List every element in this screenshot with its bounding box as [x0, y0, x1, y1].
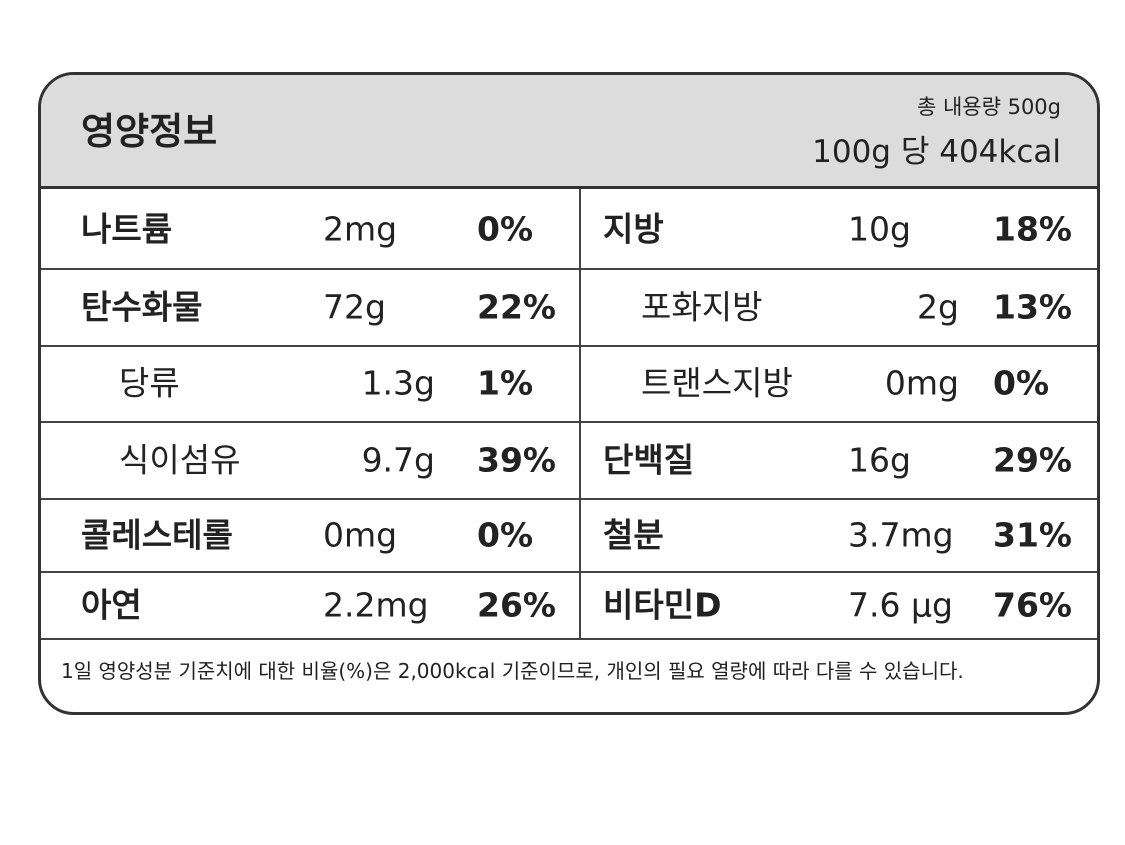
- percent: 31%: [993, 515, 1072, 554]
- nutrient-name: 탄수화물: [81, 287, 203, 326]
- total-content: 총 내용량 500g: [916, 95, 1061, 119]
- amount: 2.2mg: [323, 585, 429, 624]
- nutrient-name: 당류: [119, 363, 180, 403]
- amount: 2mg: [323, 209, 398, 248]
- table-row: 식이섬유 9.7g 39% 단백질 16g 29%: [41, 421, 1097, 500]
- nutrient-name: 아연: [81, 585, 142, 624]
- percent: 29%: [993, 440, 1072, 479]
- footnote: 1일 영양성분 기준치에 대한 비율(%)은 2,000kcal 기준이므로, …: [61, 659, 964, 683]
- nutrition-label: 영양정보 총 내용량 500g 100g 당 404kcal 나트륨 2mg 0% 지…: [38, 72, 1100, 715]
- percent: 13%: [993, 287, 1072, 326]
- table-row: 탄수화물 72g 22% 포화지방 2g 13%: [41, 268, 1097, 347]
- amount: 9.7g: [361, 440, 435, 479]
- nutrient-name: 나트륨: [81, 209, 173, 248]
- percent: 0%: [993, 363, 1050, 403]
- amount: 3.7mg: [848, 515, 954, 554]
- amount: 0mg: [884, 363, 959, 403]
- amount: 2g: [917, 287, 959, 326]
- amount: 10g: [848, 209, 911, 248]
- percent: 39%: [477, 440, 556, 479]
- percent: 22%: [477, 287, 556, 326]
- percent: 0%: [477, 209, 534, 248]
- amount: 72g: [323, 287, 386, 326]
- table-row: 아연 2.2mg 26% 비타민D 7.6 µg 76%: [41, 571, 1097, 640]
- percent: 1%: [477, 363, 534, 403]
- nutrient-name: 비타민D: [603, 585, 722, 624]
- calories: 100g 당 404kcal: [812, 134, 1061, 170]
- divider: [579, 189, 581, 638]
- nutrient-name: 철분: [603, 515, 664, 554]
- nutrient-name: 트랜스지방: [641, 363, 793, 403]
- amount: 7.6 µg: [848, 585, 953, 624]
- nutrient-name: 식이섬유: [119, 440, 241, 479]
- header: 영양정보 총 내용량 500g 100g 당 404kcal: [41, 75, 1097, 189]
- table-row: 당류 1.3g 1% 트랜스지방 0mg 0%: [41, 345, 1097, 423]
- title: 영양정보: [81, 110, 218, 153]
- nutrient-name: 지방: [603, 209, 664, 248]
- percent: 76%: [993, 585, 1072, 624]
- nutrient-name: 단백질: [603, 440, 695, 479]
- percent: 26%: [477, 585, 556, 624]
- percent: 0%: [477, 515, 534, 554]
- amount: 1.3g: [361, 363, 435, 403]
- percent: 18%: [993, 209, 1072, 248]
- nutrient-name: 콜레스테롤: [81, 515, 233, 554]
- table-row: 나트륨 2mg 0% 지방 10g 18%: [41, 189, 1097, 270]
- amount: 16g: [848, 440, 911, 479]
- table-row: 콜레스테롤 0mg 0% 철분 3.7mg 31%: [41, 498, 1097, 573]
- amount: 0mg: [323, 515, 398, 554]
- nutrient-name: 포화지방: [641, 287, 763, 326]
